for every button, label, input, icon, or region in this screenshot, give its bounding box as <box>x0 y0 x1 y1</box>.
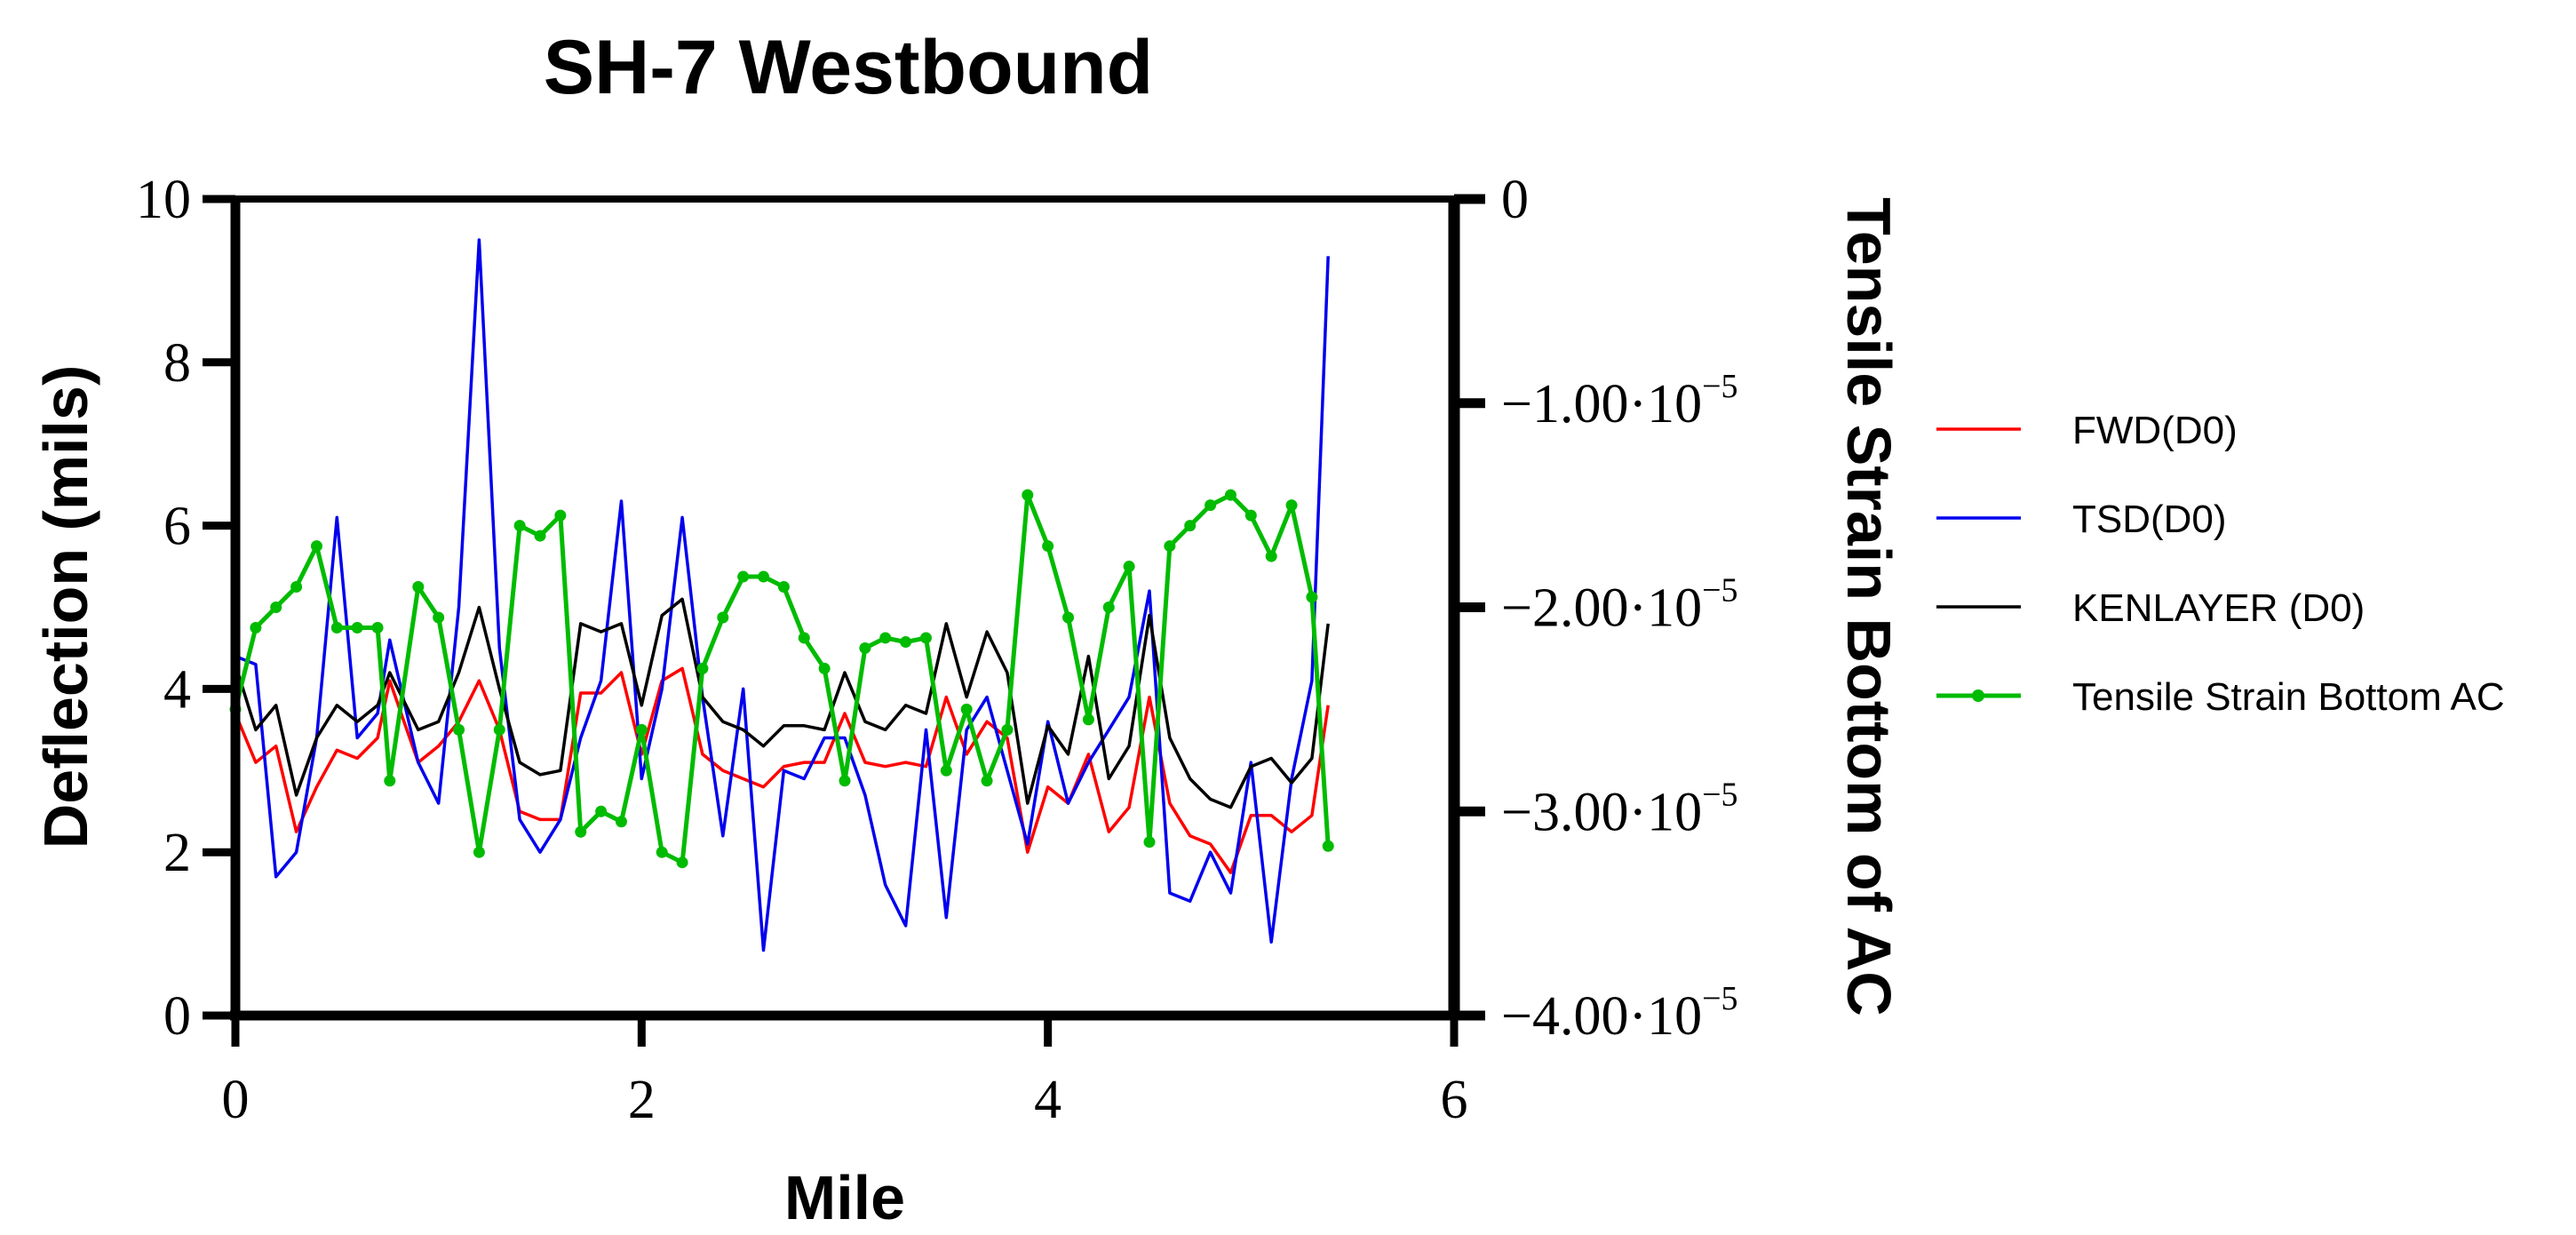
series-3-point-6 <box>351 621 363 633</box>
series-3-point-51 <box>1265 550 1277 562</box>
series-3-point-43 <box>1102 602 1115 613</box>
series-3-point-2 <box>270 602 282 613</box>
y-tick-label: 10 <box>136 170 191 230</box>
series-3-point-33 <box>900 636 912 649</box>
legend-label-1: TSD(D0) <box>2072 498 2227 541</box>
series-3-point-12 <box>473 846 485 858</box>
series-3-point-49 <box>1224 489 1236 501</box>
series-3-point-16 <box>554 509 567 522</box>
y-axis-title: Deflection (mils) <box>31 365 100 849</box>
series-3-point-8 <box>384 775 396 787</box>
axis-ticks: 0 2 4 6 8 10 0 2 4 6 0 −1.00·10−5 −2.00·10−5 −3.00·10… <box>136 170 1738 1130</box>
x-axis-title: Mile <box>784 1163 905 1232</box>
y-tick-label: 8 <box>163 333 191 394</box>
series-3-point-9 <box>412 581 425 594</box>
legend-label-0: FWD(D0) <box>2072 409 2238 452</box>
y2-axis-title: Tensile Strain Bottom of AC <box>1834 197 1904 1016</box>
series-3-point-45 <box>1143 836 1156 849</box>
series-3-point-39 <box>1022 489 1034 501</box>
series-3-point-47 <box>1184 520 1197 532</box>
plot-area <box>229 238 1334 952</box>
series-3-point-40 <box>1042 540 1054 553</box>
series-3-point-32 <box>879 632 892 644</box>
series-3-point-35 <box>940 764 952 777</box>
x-tick-label: 4 <box>1034 1070 1061 1130</box>
y2-tick-label: −4.00·10−5 <box>1501 980 1738 1047</box>
series-3-point-27 <box>777 581 790 594</box>
chart-title: SH-7 Westbound <box>544 25 1153 110</box>
series-3-point-14 <box>513 520 526 532</box>
series-3-point-24 <box>717 611 729 624</box>
series-3-point-37 <box>981 775 993 787</box>
series-3-point-19 <box>615 816 627 828</box>
series-3-point-30 <box>839 775 851 787</box>
series-3-point-20 <box>635 723 648 736</box>
series-3-point-11 <box>453 723 465 736</box>
series-3-point-54 <box>1322 840 1334 852</box>
series-3-point-34 <box>919 632 932 644</box>
series-3-point-13 <box>493 723 505 736</box>
series-3-point-26 <box>758 570 770 583</box>
series-3-point-52 <box>1285 499 1298 512</box>
series-3-point-4 <box>310 540 322 553</box>
legend: FWD(D0) TSD(D0) KENLAYER (D0) Tensile Strai… <box>1936 409 2505 719</box>
series-3-point-23 <box>696 662 709 674</box>
series-line-2 <box>234 597 1330 809</box>
y2-tick-label: −3.00·10−5 <box>1501 776 1738 842</box>
series-3-point-29 <box>818 662 831 674</box>
series-3-point-3 <box>290 581 303 594</box>
series-3-point-25 <box>737 570 750 583</box>
series-3-point-22 <box>676 857 688 869</box>
legend-marker-3 <box>1972 689 1984 702</box>
series-3-point-41 <box>1062 611 1075 624</box>
series-3-point-38 <box>1001 723 1014 736</box>
x-tick-label: 0 <box>222 1070 250 1130</box>
series-3-point-10 <box>433 611 445 624</box>
series-3-point-46 <box>1164 540 1176 553</box>
y2-tick-label: −1.00·10−5 <box>1501 368 1738 434</box>
series-3-point-18 <box>595 805 608 817</box>
series-line-1 <box>235 238 1330 952</box>
series-3-point-53 <box>1306 591 1318 603</box>
series-3-point-36 <box>960 703 973 715</box>
x-tick-label: 6 <box>1441 1070 1468 1130</box>
legend-label-2: KENLAYER (D0) <box>2072 586 2365 630</box>
series-3-point-17 <box>575 825 587 838</box>
series-3-point-1 <box>250 621 262 633</box>
y2-tick-label: 0 <box>1501 170 1529 230</box>
y-tick-label: 0 <box>163 986 191 1047</box>
series-3-point-42 <box>1082 713 1094 726</box>
y-tick-label: 6 <box>163 497 191 557</box>
series-3-point-31 <box>859 641 871 654</box>
y-tick-label: 4 <box>163 659 191 720</box>
y2-tick-label: −2.00·10−5 <box>1501 572 1738 639</box>
series-3-point-28 <box>798 632 810 644</box>
legend-label-3: Tensile Strain Bottom AC <box>2072 675 2505 719</box>
series-3-point-48 <box>1205 499 1217 512</box>
series-3-point-21 <box>656 846 668 858</box>
x-tick-label: 2 <box>628 1070 656 1130</box>
series-3-point-5 <box>330 621 343 633</box>
series-3-point-7 <box>371 621 384 633</box>
series-3-point-44 <box>1123 561 1135 573</box>
y-tick-label: 2 <box>163 823 191 883</box>
series-3-point-50 <box>1244 509 1257 522</box>
series-3-point-15 <box>534 530 546 542</box>
